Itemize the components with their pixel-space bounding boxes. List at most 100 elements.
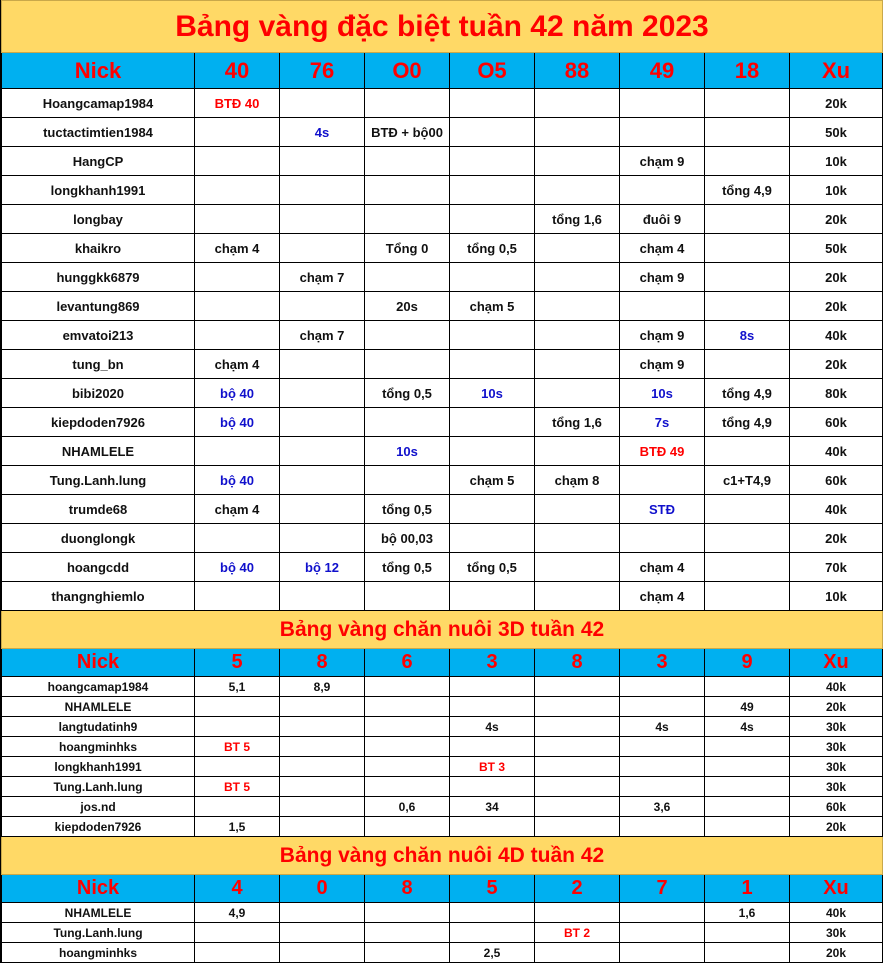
pick-cell[interactable] <box>364 816 450 837</box>
nick-cell[interactable]: tung_bn <box>1 349 195 379</box>
pick-cell[interactable]: BT 3 <box>449 756 535 777</box>
pick-cell[interactable] <box>534 942 620 963</box>
xu-cell[interactable]: 40k <box>789 320 883 350</box>
nick-cell[interactable]: hoangcamap1984 <box>1 676 195 697</box>
pick-cell[interactable] <box>364 676 450 697</box>
pick-cell[interactable] <box>534 581 620 611</box>
pick-cell[interactable] <box>279 922 365 943</box>
pick-cell[interactable]: BTĐ + bộ00 <box>364 117 450 147</box>
pick-cell[interactable] <box>704 676 790 697</box>
xu-cell[interactable]: 30k <box>789 756 883 777</box>
pick-cell[interactable] <box>704 204 790 234</box>
pick-cell[interactable] <box>194 262 280 292</box>
pick-cell[interactable]: tổng 0,5 <box>449 552 535 582</box>
nick-cell[interactable]: khaikro <box>1 233 195 263</box>
pick-cell[interactable] <box>449 494 535 524</box>
xu-cell[interactable]: 10k <box>789 175 883 205</box>
pick-cell[interactable] <box>279 378 365 408</box>
pick-cell[interactable]: 10s <box>449 378 535 408</box>
pick-cell[interactable]: BTĐ 49 <box>619 436 705 466</box>
pick-cell[interactable] <box>279 902 365 923</box>
pick-cell[interactable]: bộ 00,03 <box>364 523 450 553</box>
nick-cell[interactable]: hoangminhks <box>1 736 195 757</box>
pick-cell[interactable] <box>194 436 280 466</box>
pick-cell[interactable] <box>619 676 705 697</box>
pick-cell[interactable]: chạm 4 <box>194 494 280 524</box>
nick-cell[interactable]: HangCP <box>1 146 195 176</box>
pick-cell[interactable]: bộ 12 <box>279 552 365 582</box>
pick-cell[interactable] <box>449 204 535 234</box>
pick-cell[interactable] <box>534 88 620 118</box>
pick-cell[interactable] <box>534 756 620 777</box>
pick-cell[interactable] <box>364 88 450 118</box>
pick-cell[interactable] <box>704 922 790 943</box>
pick-cell[interactable] <box>279 523 365 553</box>
pick-cell[interactable] <box>364 204 450 234</box>
xu-cell[interactable]: 20k <box>789 349 883 379</box>
pick-cell[interactable] <box>279 204 365 234</box>
pick-cell[interactable] <box>534 736 620 757</box>
pick-cell[interactable] <box>534 233 620 263</box>
pick-cell[interactable]: tổng 0,5 <box>449 233 535 263</box>
pick-cell[interactable] <box>279 696 365 717</box>
nick-cell[interactable]: emvatoi213 <box>1 320 195 350</box>
nick-cell[interactable]: kiepdoden7926 <box>1 816 195 837</box>
pick-cell[interactable]: 8s <box>704 320 790 350</box>
pick-cell[interactable] <box>449 776 535 797</box>
pick-cell[interactable] <box>279 796 365 817</box>
pick-cell[interactable] <box>704 262 790 292</box>
pick-cell[interactable] <box>279 942 365 963</box>
nick-cell[interactable]: longbay <box>1 204 195 234</box>
xu-cell[interactable]: 40k <box>789 436 883 466</box>
xu-cell[interactable]: 10k <box>789 146 883 176</box>
pick-cell[interactable]: 0,6 <box>364 796 450 817</box>
pick-cell[interactable] <box>704 523 790 553</box>
xu-cell[interactable]: 60k <box>789 465 883 495</box>
pick-cell[interactable]: 4s <box>279 117 365 147</box>
pick-cell[interactable] <box>194 581 280 611</box>
nick-cell[interactable]: tuctactimtien1984 <box>1 117 195 147</box>
xu-cell[interactable]: 30k <box>789 776 883 797</box>
pick-cell[interactable] <box>449 696 535 717</box>
pick-cell[interactable] <box>364 696 450 717</box>
pick-cell[interactable] <box>279 494 365 524</box>
pick-cell[interactable] <box>279 581 365 611</box>
nick-cell[interactable]: Hoangcamap1984 <box>1 88 195 118</box>
pick-cell[interactable]: 34 <box>449 796 535 817</box>
pick-cell[interactable] <box>364 736 450 757</box>
nick-cell[interactable]: thangnghiemlo <box>1 581 195 611</box>
pick-cell[interactable] <box>534 262 620 292</box>
pick-cell[interactable] <box>704 494 790 524</box>
pick-cell[interactable] <box>364 465 450 495</box>
xu-cell[interactable]: 20k <box>789 262 883 292</box>
pick-cell[interactable] <box>364 407 450 437</box>
pick-cell[interactable] <box>449 816 535 837</box>
pick-cell[interactable] <box>534 175 620 205</box>
pick-cell[interactable] <box>194 942 280 963</box>
pick-cell[interactable]: BTĐ 40 <box>194 88 280 118</box>
pick-cell[interactable] <box>534 696 620 717</box>
pick-cell[interactable]: 3,6 <box>619 796 705 817</box>
pick-cell[interactable] <box>279 716 365 737</box>
pick-cell[interactable] <box>704 291 790 321</box>
pick-cell[interactable] <box>449 146 535 176</box>
pick-cell[interactable] <box>534 436 620 466</box>
pick-cell[interactable] <box>279 407 365 437</box>
pick-cell[interactable] <box>364 581 450 611</box>
pick-cell[interactable]: 1,5 <box>194 816 280 837</box>
pick-cell[interactable] <box>704 581 790 611</box>
pick-cell[interactable]: BT 5 <box>194 776 280 797</box>
pick-cell[interactable] <box>194 756 280 777</box>
pick-cell[interactable]: Tổng 0 <box>364 233 450 263</box>
pick-cell[interactable]: tổng 4,9 <box>704 378 790 408</box>
pick-cell[interactable]: 4s <box>704 716 790 737</box>
pick-cell[interactable]: 7s <box>619 407 705 437</box>
pick-cell[interactable] <box>279 816 365 837</box>
xu-cell[interactable]: 60k <box>789 407 883 437</box>
pick-cell[interactable] <box>364 716 450 737</box>
xu-cell[interactable]: 80k <box>789 378 883 408</box>
pick-cell[interactable] <box>449 88 535 118</box>
nick-cell[interactable]: NHAMLELE <box>1 696 195 717</box>
pick-cell[interactable] <box>534 117 620 147</box>
pick-cell[interactable]: tổng 0,5 <box>364 552 450 582</box>
